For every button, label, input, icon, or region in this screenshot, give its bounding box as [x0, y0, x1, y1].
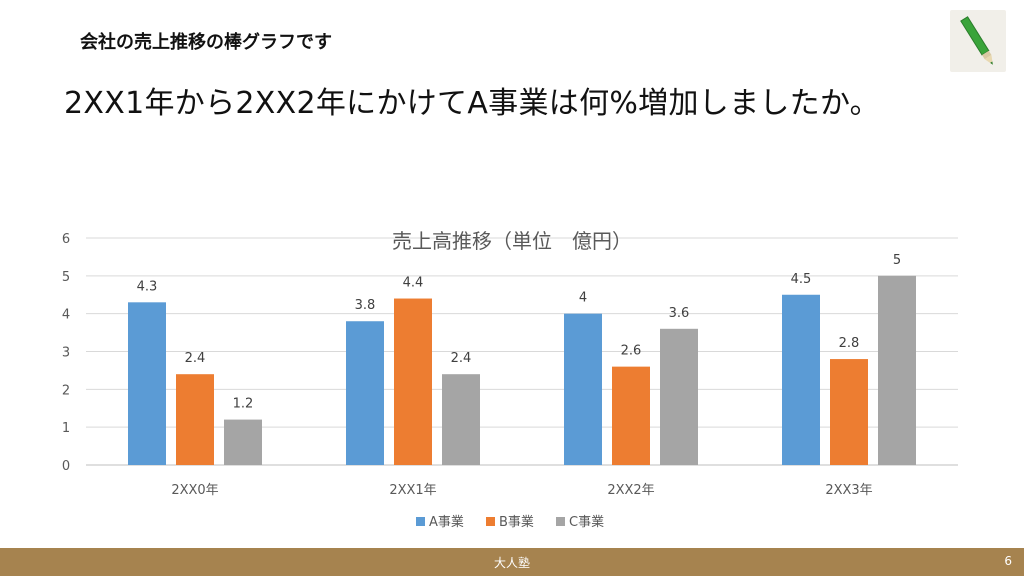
y-tick-label: 4	[62, 308, 70, 323]
data-label: 3.6	[669, 306, 690, 321]
y-tick-label: 5	[62, 270, 70, 285]
y-tick-label: 3	[62, 346, 70, 361]
bar	[830, 359, 868, 465]
bar	[878, 275, 916, 465]
data-label: 4	[579, 291, 587, 306]
bar	[442, 374, 480, 465]
legend-label: A事業	[429, 514, 464, 530]
y-tick-label: 1	[62, 421, 70, 436]
legend-swatch	[416, 517, 425, 526]
question-text: 2XX1年から2XX2年にかけてA事業は何%増加しましたか。	[64, 86, 880, 121]
bar	[176, 374, 214, 465]
legend-label: C事業	[569, 514, 604, 530]
data-label: 2.6	[621, 344, 642, 359]
data-label: 2.4	[451, 351, 472, 366]
x-tick-label: 2XX3年	[825, 483, 872, 498]
footer-bar: 大人塾 6	[0, 548, 1024, 576]
slide-header: 会社の売上推移の棒グラフです	[80, 32, 332, 53]
x-tick-label: 2XX2年	[607, 483, 654, 498]
bar	[128, 302, 166, 465]
chart-title: 売上高推移（単位 億円）	[392, 229, 632, 253]
bar	[394, 298, 432, 465]
page-number: 6	[1004, 554, 1012, 568]
data-label: 4.5	[791, 272, 812, 287]
y-tick-label: 2	[62, 383, 70, 398]
x-tick-label: 2XX1年	[389, 483, 436, 498]
data-label: 1.2	[233, 397, 254, 412]
bar	[660, 328, 698, 465]
bar	[612, 366, 650, 465]
bar	[224, 419, 262, 465]
bar	[346, 321, 384, 465]
data-label: 4.4	[403, 276, 424, 291]
legend-swatch	[486, 517, 495, 526]
pencil-icon	[950, 10, 1006, 72]
bar	[564, 313, 602, 465]
data-label: 5	[893, 253, 901, 268]
y-tick-label: 6	[62, 232, 70, 247]
footer-org: 大人塾	[493, 556, 530, 570]
bar	[782, 294, 820, 465]
data-label: 4.3	[137, 279, 158, 294]
legend-swatch	[556, 517, 565, 526]
data-label: 2.8	[839, 336, 860, 351]
legend-label: B事業	[499, 514, 534, 530]
y-tick-label: 0	[62, 459, 70, 474]
x-tick-label: 2XX0年	[171, 483, 218, 498]
data-label: 2.4	[185, 351, 206, 366]
data-label: 3.8	[355, 298, 376, 313]
